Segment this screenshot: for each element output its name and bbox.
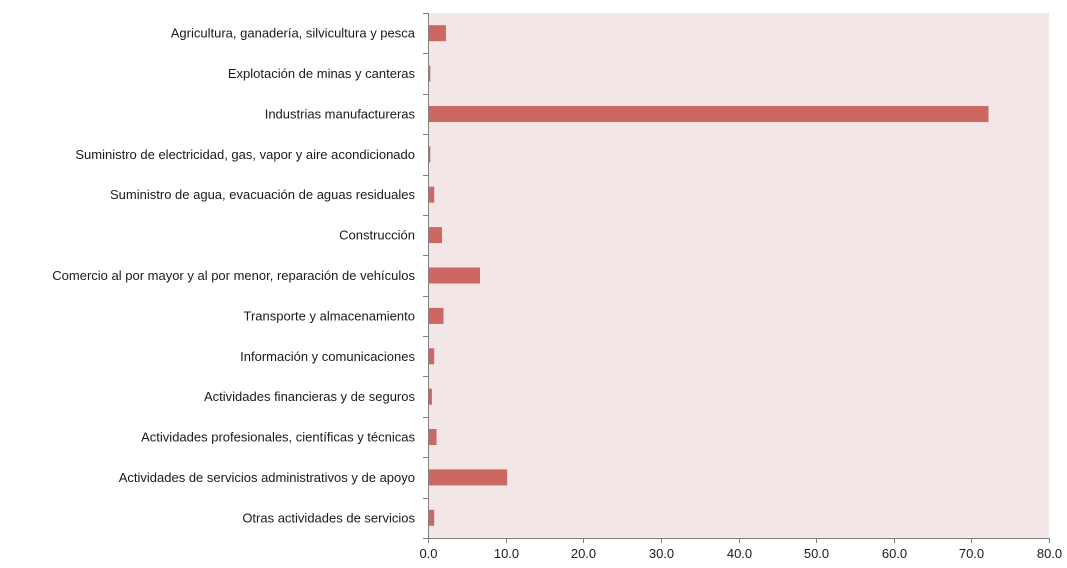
bars-group (428, 25, 989, 526)
bar (428, 186, 435, 203)
category-label: Industrias manufactureras (265, 106, 416, 121)
axes-group (423, 13, 1050, 543)
category-label: Agricultura, ganadería, silvicultura y p… (171, 26, 416, 41)
category-label: Actividades de servicios administrativos… (119, 470, 415, 485)
x-tick-label: 80.0 (1037, 546, 1062, 561)
bar (428, 267, 480, 284)
category-label: Transporte y almacenamiento (244, 308, 416, 323)
x-tick-label: 30.0 (649, 546, 674, 561)
bar (428, 469, 508, 486)
bar (428, 307, 444, 324)
x-tick-label: 50.0 (804, 546, 829, 561)
category-label: Construcción (339, 228, 415, 243)
category-label: Comercio al por mayor y al por menor, re… (52, 268, 415, 283)
category-label: Actividades financieras y de seguros (204, 389, 416, 404)
x-tick-label: 40.0 (727, 546, 752, 561)
bar (428, 509, 435, 526)
x-tick-label: 20.0 (571, 546, 596, 561)
category-label: Suministro de agua, evacuación de aguas … (110, 187, 415, 202)
category-label: Otras actividades de servicios (242, 510, 415, 525)
plot-area-background (428, 13, 1049, 538)
bar (428, 227, 442, 244)
labels-group: Agricultura, ganadería, silvicultura y p… (52, 26, 1062, 561)
x-tick-label: 0.0 (419, 546, 437, 561)
category-label: Información y comunicaciones (240, 349, 415, 364)
bar (428, 146, 431, 163)
bar (428, 106, 989, 122)
bar (428, 429, 437, 445)
x-tick-label: 60.0 (882, 546, 907, 561)
x-tick-label: 70.0 (959, 546, 984, 561)
category-label: Suministro de electricidad, gas, vapor y… (75, 147, 415, 162)
x-tick-label: 10.0 (494, 546, 519, 561)
bar (428, 388, 432, 405)
bar (428, 65, 431, 82)
category-label: Explotación de minas y canteras (228, 66, 416, 81)
bar (428, 348, 435, 365)
category-label: Actividades profesionales, científicas y… (141, 430, 415, 445)
bar (428, 25, 446, 42)
